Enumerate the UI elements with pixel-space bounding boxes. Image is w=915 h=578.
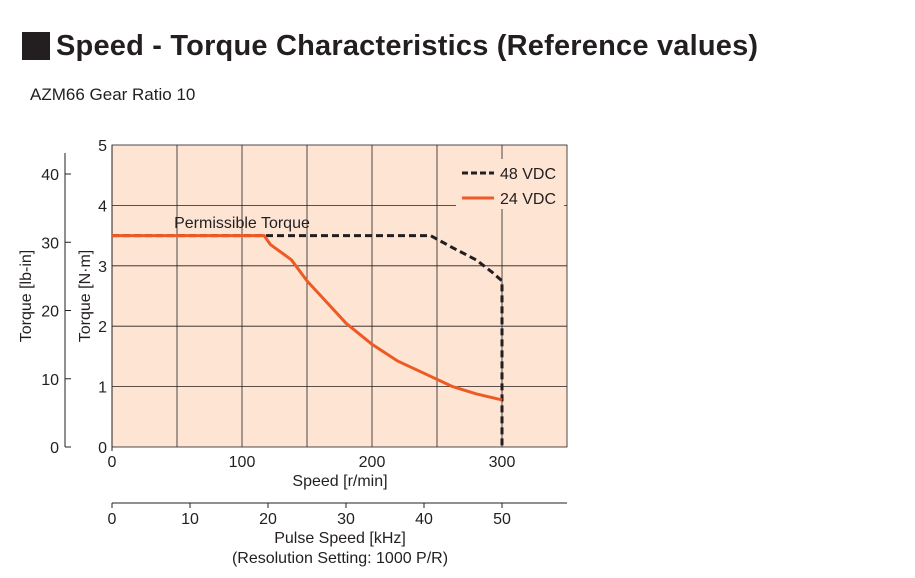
x2-tick-label: 10 (181, 511, 199, 528)
title-bullet-icon (22, 32, 50, 60)
y-tick-label-nm: 2 (98, 319, 107, 336)
y-tick-label-lbin: 40 (41, 167, 59, 184)
y-tick-label-nm: 0 (98, 440, 107, 457)
y-tick-label-nm: 4 (98, 198, 107, 215)
title-row: Speed - Torque Characteristics (Referenc… (22, 26, 758, 66)
series-line-24vdc (112, 234, 503, 402)
y-axis-label-lbin: Torque [lb-in] (18, 250, 35, 343)
y-tick-label-nm: 3 (98, 259, 107, 276)
x-axis-label: Speed [r/min] (292, 473, 387, 490)
x2-tick-label: 40 (415, 511, 433, 528)
page-title: Speed - Torque Characteristics (Referenc… (56, 29, 759, 62)
x2-tick-label: 30 (337, 511, 355, 528)
x2-axis-label: Pulse Speed [kHz] (274, 530, 406, 547)
x2-tick-label: 0 (108, 511, 117, 528)
y-tick-label-nm: 5 (98, 138, 107, 155)
x-tick-label: 200 (359, 454, 386, 471)
x2-tick-label: 50 (493, 511, 511, 528)
chart-subtitle: AZM66 Gear Ratio 10 (30, 85, 196, 104)
y-tick-label-lbin: 10 (41, 372, 59, 389)
x-tick-label: 300 (489, 454, 516, 471)
x2-axis-sublabel: (Resolution Setting: 1000 P/R) (232, 550, 448, 567)
legend-background (456, 159, 564, 209)
legend-label-48vdc: 48 VDC (500, 166, 556, 183)
y-axis-label-nm: Torque [N·m] (77, 250, 94, 342)
x-tick-label: 100 (229, 454, 256, 471)
y-tick-label-lbin: 30 (41, 235, 59, 252)
legend-label-24vdc: 24 VDC (500, 191, 556, 208)
y-tick-label-nm: 1 (98, 380, 107, 397)
y-tick-label-lbin: 20 (41, 304, 59, 321)
x2-tick-label: 20 (259, 511, 277, 528)
y-tick-label-lbin: 0 (50, 440, 59, 457)
permissible-torque-annotation: Permissible Torque (174, 215, 310, 232)
x-tick-label: 0 (108, 454, 117, 471)
